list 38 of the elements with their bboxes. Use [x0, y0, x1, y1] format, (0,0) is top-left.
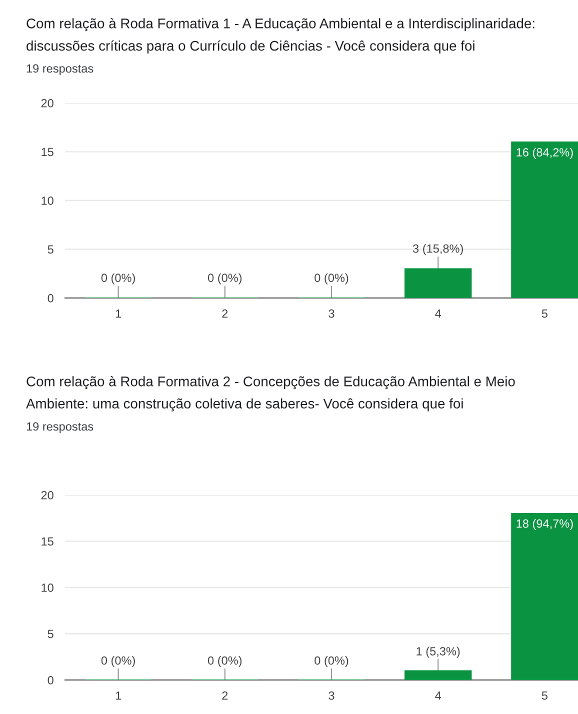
data-label: 0 (0%) [314, 656, 348, 668]
bar [511, 141, 578, 298]
bar [404, 268, 472, 298]
x-tick-label: 2 [222, 309, 228, 318]
data-label: 0 (0%) [208, 273, 242, 284]
y-tick-label: 10 [42, 584, 54, 592]
data-label: 16 (84,2%) [516, 148, 573, 159]
data-label: 0 (0%) [314, 273, 348, 284]
data-label: 0 (0%) [101, 656, 135, 668]
data-label: 0 (0%) [101, 273, 135, 284]
x-tick-label: 3 [328, 309, 334, 318]
x-tick-label: 2 [222, 691, 228, 700]
chart-title: Com relação à Roda Formativa 2 - Concepções de Educação Ambiental e Meio Ambiente: uma construção coletiva de saberes- Você considera que foi [26, 376, 515, 412]
x-tick-label: 4 [435, 310, 442, 318]
data-label: 3 (15,8%) [412, 244, 463, 256]
bar [511, 512, 578, 680]
x-tick-label: 5 [542, 692, 548, 700]
x-tick-label: 1 [116, 692, 122, 700]
y-tick-label: 15 [42, 148, 54, 156]
chart-subtitle: 19 respostas [26, 64, 94, 76]
y-tick-label: 5 [48, 245, 54, 254]
y-tick-label: 20 [41, 99, 54, 108]
y-tick-label: 20 [41, 491, 54, 500]
y-tick-label: 5 [48, 630, 54, 638]
y-tick-label: 10 [42, 196, 54, 205]
bar [404, 670, 472, 680]
x-tick-label: 1 [116, 310, 122, 318]
y-tick-label: 0 [48, 294, 54, 302]
y-tick-label: 15 [42, 537, 54, 546]
chart-subtitle: 19 respostas [26, 422, 94, 434]
data-label: 18 (94,7%) [516, 519, 573, 530]
data-label: 1 (5,3%) [416, 646, 460, 658]
y-tick-label: 0 [48, 676, 54, 684]
data-label: 0 (0%) [208, 656, 242, 668]
x-tick-label: 5 [542, 310, 548, 318]
x-tick-label: 4 [435, 692, 442, 700]
x-tick-label: 3 [328, 691, 334, 700]
chart-title: Com relação à Roda Formativa 1 - A Educação Ambiental e a Interdisciplinaridade: discussões críticas para o Currículo de Ciências - Você considera que foi [26, 18, 534, 54]
